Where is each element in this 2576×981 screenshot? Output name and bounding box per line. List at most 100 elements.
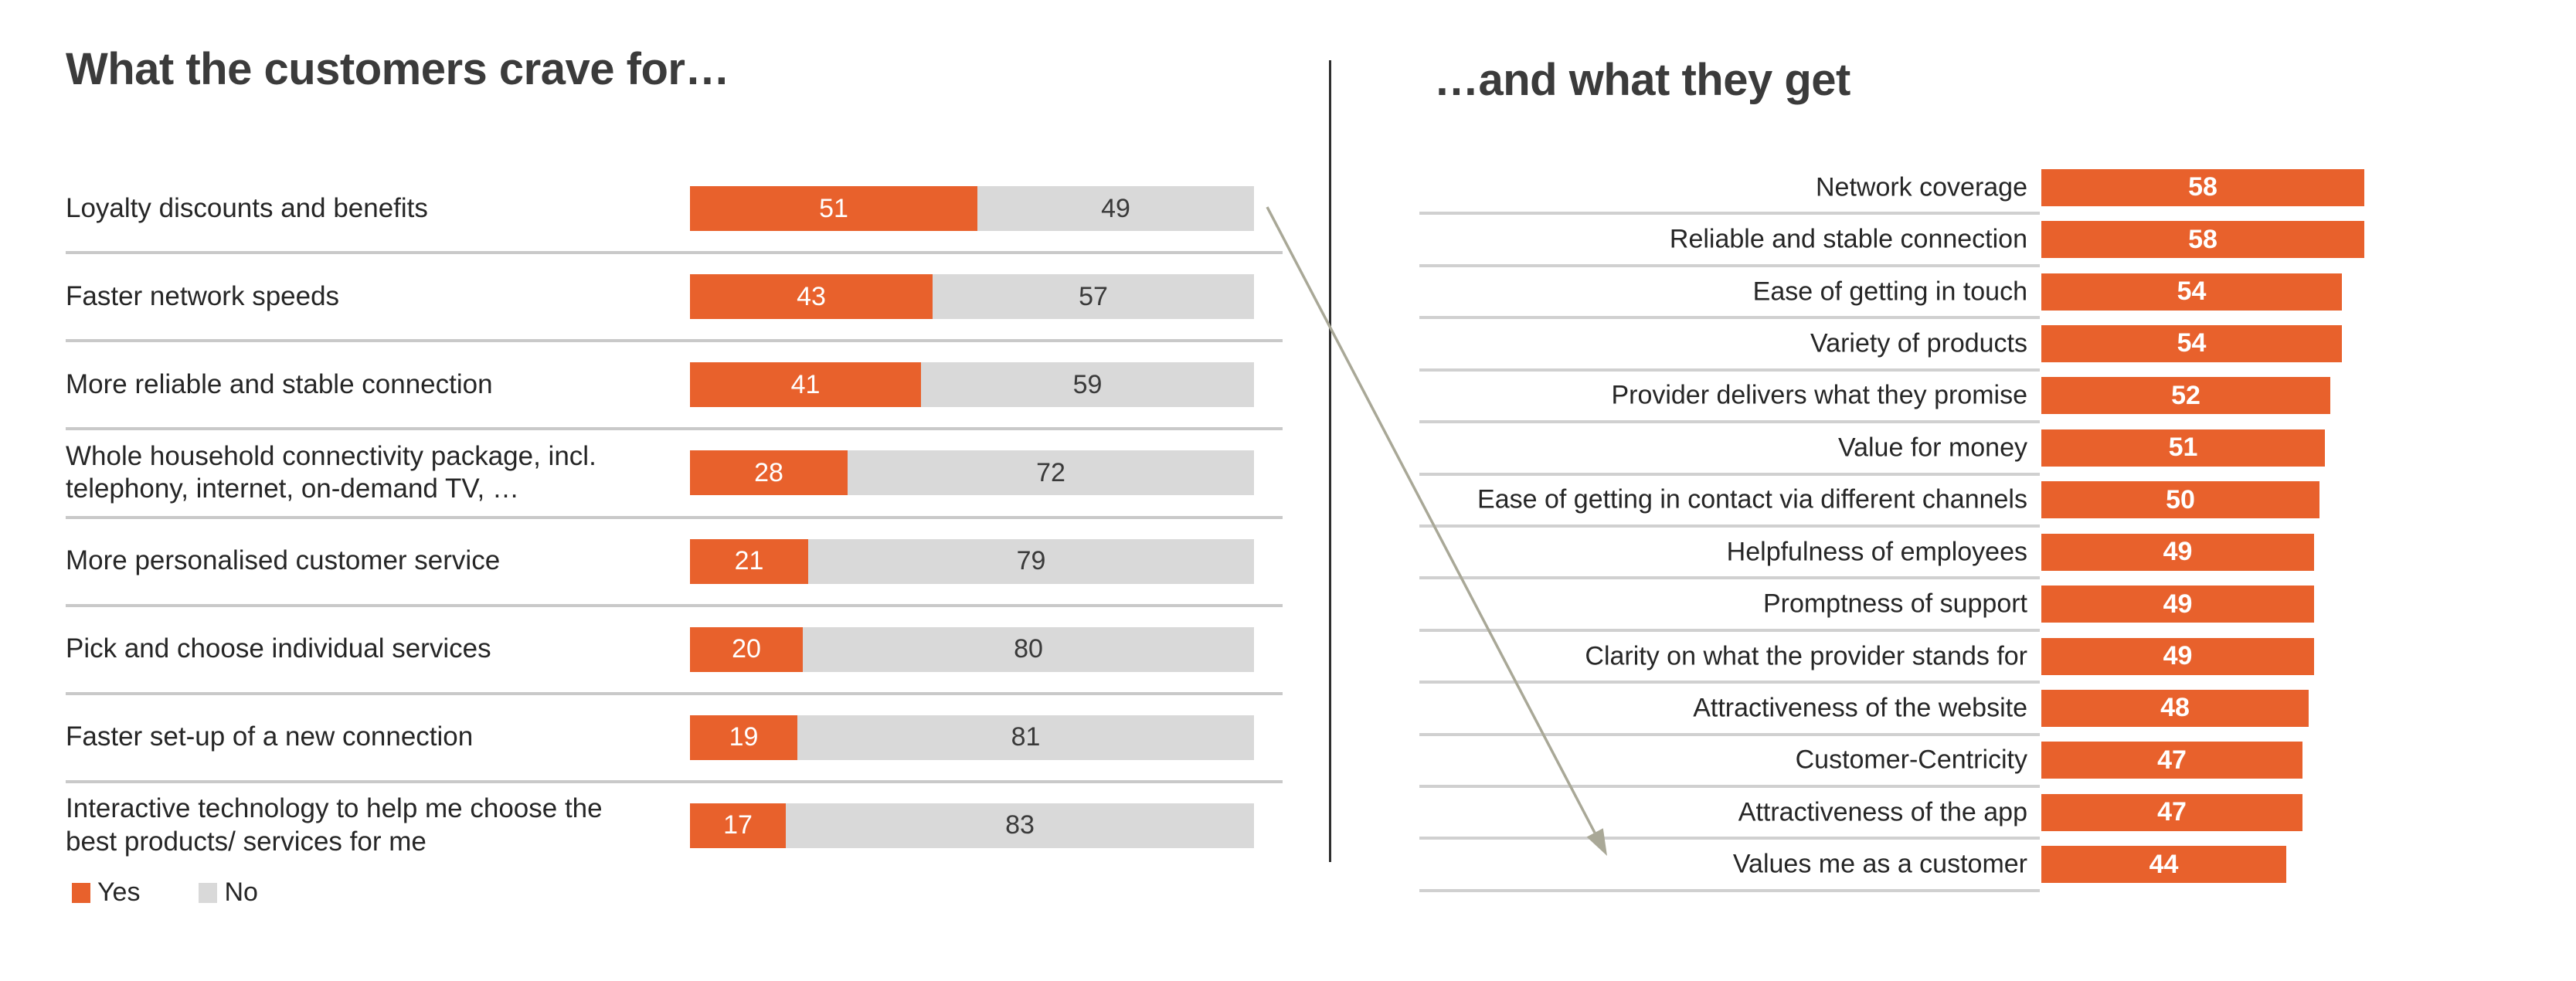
right-row-label: Clarity on what the provider stands for	[1585, 641, 2027, 670]
right-chart-row: Value for money 51	[1419, 422, 2380, 476]
right-row-bar: 49	[2041, 533, 2314, 571]
left-row-yes-value: 41	[790, 369, 821, 399]
right-chart-row: Ease of getting in contact via different…	[1419, 474, 2380, 528]
right-chart-row: Promptness of support 49	[1419, 578, 2380, 632]
left-row-no-segment: 57	[933, 274, 1254, 320]
left-row-no-segment: 81	[797, 715, 1254, 760]
left-row-label: Faster set-up of a new connection	[66, 721, 474, 752]
right-chart-row: Ease of getting in touch 54	[1419, 266, 2380, 320]
right-row-value: 47	[2157, 745, 2187, 775]
right-row-label: Reliable and stable connection	[1669, 224, 2027, 254]
right-row-label: Helpfulness of employees	[1726, 537, 2027, 567]
right-row-label: Values me as a customer	[1732, 849, 2027, 879]
left-row-label: Whole household connectivity package, in…	[66, 440, 596, 504]
row-separator	[1419, 837, 2040, 840]
right-chart-row: Attractiveness of the website 48	[1419, 682, 2380, 736]
right-row-value: 58	[2188, 172, 2217, 202]
row-separator	[1419, 681, 2040, 684]
left-chart-row: More personalised customer service 21 79	[66, 519, 1283, 607]
legend-no-swatch	[199, 882, 218, 903]
right-row-bar: 44	[2041, 846, 2286, 884]
left-chart-row: Pick and choose individual services 20 8…	[66, 607, 1283, 695]
left-chart-row: Interactive technology to help me choose…	[66, 783, 1283, 868]
row-separator	[1419, 263, 2040, 267]
right-row-bar: 51	[2041, 429, 2325, 467]
left-row-no-value: 49	[1101, 193, 1130, 223]
left-row-label: Faster network speeds	[66, 280, 340, 311]
left-row-yes-segment: 19	[690, 715, 797, 760]
left-row-yes-segment: 51	[690, 186, 977, 232]
left-chart-row: Whole household connectivity package, in…	[66, 430, 1283, 519]
right-row-label: Promptness of support	[1762, 589, 2027, 619]
right-row-label: Provider delivers what they promise	[1611, 380, 2027, 410]
right-row-bar: 54	[2041, 324, 2342, 362]
left-chart-row: More reliable and stable connection 41 5…	[66, 342, 1283, 431]
right-chart-row: Attractiveness of the app 47	[1419, 786, 2380, 840]
right-row-value: 49	[2163, 589, 2193, 619]
left-row-yes-segment: 41	[690, 362, 921, 408]
left-row-yes-value: 21	[734, 546, 764, 576]
right-row-bar: 58	[2041, 221, 2364, 259]
left-row-bar: 43 57	[690, 274, 1254, 320]
left-row-no-segment: 80	[803, 626, 1254, 672]
left-row-label: Pick and choose individual services	[66, 633, 491, 664]
left-row-bar: 19 81	[690, 715, 1254, 760]
row-separator	[1419, 732, 2040, 736]
right-row-value: 58	[2188, 224, 2217, 254]
row-separator	[1419, 628, 2040, 632]
right-chart-row: Helpfulness of employees 49	[1419, 526, 2380, 580]
left-row-no-value: 79	[1016, 546, 1046, 576]
left-row-label: More personalised customer service	[66, 545, 501, 576]
row-separator	[1419, 420, 2040, 424]
right-row-label: Ease of getting in touch	[1752, 277, 2027, 307]
left-row-yes-value: 17	[723, 810, 753, 840]
left-row-label: Interactive technology to help me choose…	[66, 793, 603, 857]
left-row-yes-value: 20	[732, 634, 761, 664]
left-row-no-segment: 83	[786, 803, 1254, 848]
row-separator	[1419, 316, 2040, 320]
left-chart-rows: Loyalty discounts and benefits 51 49 Fas…	[66, 166, 1283, 868]
right-row-value: 49	[2163, 537, 2193, 567]
right-row-label: Attractiveness of the website	[1693, 693, 2027, 723]
right-chart-row: Reliable and stable connection 58	[1419, 213, 2380, 267]
left-row-no-value: 83	[1005, 810, 1035, 840]
right-chart-row: Network coverage 58	[1419, 161, 2380, 216]
right-chart-row: Variety of products 54	[1419, 317, 2380, 372]
right-row-bar: 47	[2041, 793, 2302, 831]
left-row-bar: 28 72	[690, 450, 1254, 496]
legend-yes-label: Yes	[97, 877, 141, 907]
right-row-label: Ease of getting in contact via different…	[1477, 484, 2027, 514]
left-row-bar: 51 49	[690, 186, 1254, 232]
left-row-yes-segment: 17	[690, 803, 786, 848]
right-chart-row: Customer-Centricity 47	[1419, 735, 2380, 789]
right-row-bar: 48	[2041, 689, 2309, 727]
right-row-bar: 49	[2041, 637, 2314, 675]
left-chart-title: What the customers crave for…	[66, 44, 729, 94]
right-row-value: 47	[2157, 797, 2187, 827]
left-row-no-segment: 72	[848, 450, 1254, 496]
right-row-value: 44	[2149, 849, 2179, 879]
left-chart-row: Faster network speeds 43 57	[66, 254, 1283, 343]
row-separator	[1419, 368, 2040, 372]
legend-no-label: No	[224, 877, 258, 907]
right-row-value: 50	[2166, 484, 2195, 514]
right-row-label: Network coverage	[1815, 172, 2027, 202]
row-separator	[1419, 888, 2040, 892]
row-separator	[1419, 472, 2040, 476]
right-row-bar: 49	[2041, 586, 2314, 623]
left-row-yes-value: 51	[819, 193, 848, 223]
right-row-value: 54	[2177, 328, 2207, 358]
left-row-label: More reliable and stable connection	[66, 368, 493, 399]
left-row-bar: 17 83	[690, 803, 1254, 848]
right-row-bar: 52	[2041, 377, 2330, 415]
left-row-bar: 41 59	[690, 362, 1254, 408]
left-row-no-value: 57	[1079, 281, 1108, 311]
left-row-yes-segment: 28	[690, 450, 848, 496]
row-separator	[1419, 576, 2040, 580]
row-separator	[1419, 785, 2040, 789]
left-row-no-segment: 59	[921, 362, 1254, 408]
left-row-bar: 21 79	[690, 538, 1254, 584]
left-row-bar: 20 80	[690, 626, 1254, 672]
chart-legend: Yes No	[72, 877, 258, 908]
